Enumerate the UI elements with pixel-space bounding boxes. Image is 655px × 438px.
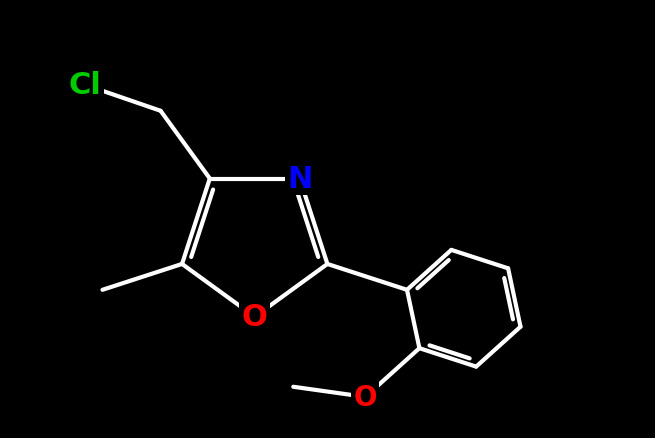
- Text: N: N: [287, 165, 312, 194]
- Text: Cl: Cl: [69, 71, 102, 100]
- Text: O: O: [242, 303, 268, 332]
- Text: O: O: [354, 383, 377, 411]
